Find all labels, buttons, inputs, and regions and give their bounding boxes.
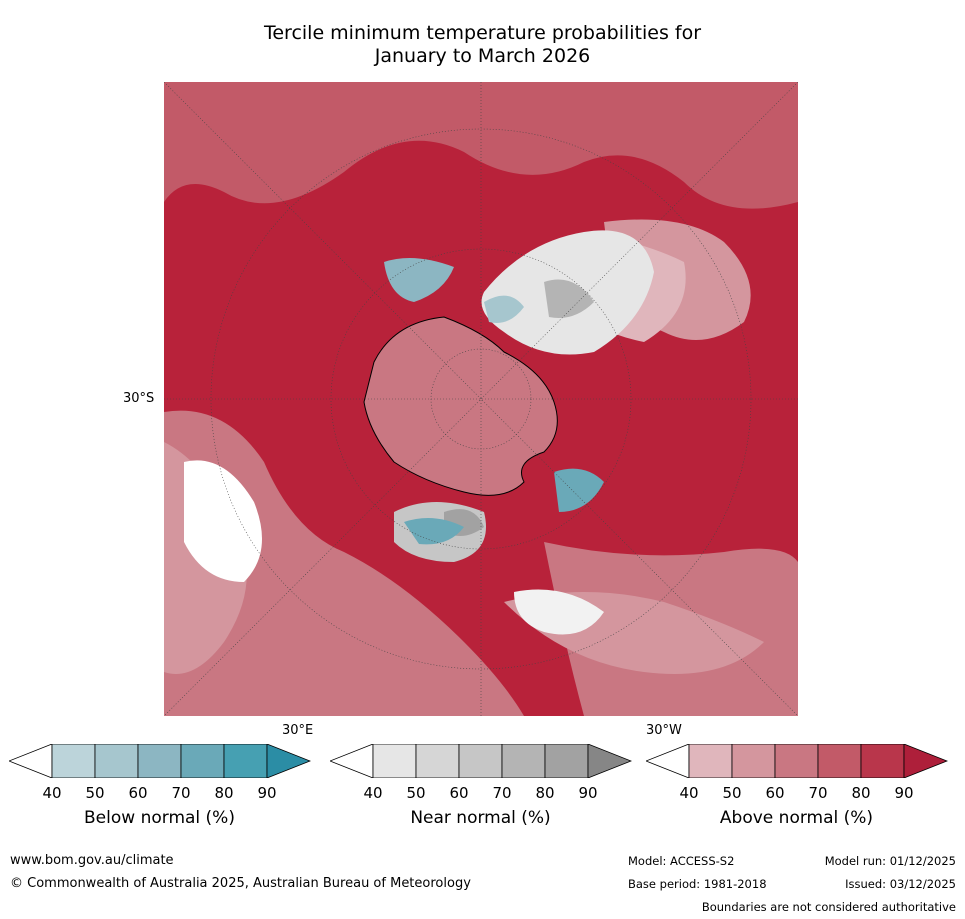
near-colorbar-tick: 70 [492,784,512,802]
above-colorbar-label: Above normal (%) [719,808,874,828]
below-colorbar-segment [51,744,96,778]
below-colorbar-tick: 70 [171,784,191,802]
below-colorbar-segment [180,744,225,778]
near-colorbar-tick: 40 [363,784,383,802]
probability-map [164,82,798,716]
below-colorbar-tick: 60 [128,784,148,802]
footer-model: Model: ACCESS-S2 [628,854,735,868]
above-colorbar-tick: 40 [679,784,699,802]
above-colorbar-segment [688,744,733,778]
map-title: Tercile minimum temperature probabilitie… [160,22,805,68]
below-colorbar-tick: 40 [42,784,62,802]
near-colorbar-segment [501,744,546,778]
above-colorbar-tick: 60 [765,784,785,802]
near-colorbar-max-arrow [587,744,632,778]
below-colorbar-label: Below normal (%) [84,808,235,828]
above-colorbar-segment [817,744,862,778]
above-colorbar-tick: 90 [894,784,914,802]
near-colorbar-label: Near normal (%) [410,808,551,828]
latitude-label: 30°S [123,391,155,406]
below-colorbar-tick: 50 [85,784,105,802]
footer-disclaimer: Boundaries are not considered authoritat… [701,900,956,914]
near-colorbar-min-arrow [330,744,374,778]
above-colorbar-tick: 80 [851,784,871,802]
footer-base-period: Base period: 1981-2018 [628,877,767,891]
near-colorbar-segment [372,744,417,778]
below-colorbar-segment [223,744,268,778]
title-line-1: Tercile minimum temperature probabilitie… [263,22,702,44]
footer-url[interactable]: www.bom.gov.au/climate [10,853,174,868]
above-colorbar-max-arrow [903,744,948,778]
near-colorbar-segment [415,744,460,778]
below-colorbar-min-arrow [9,744,53,778]
title-line-2: January to March 2026 [374,45,591,67]
below-normal-colorbar [9,744,311,778]
longitude-label-west: 30°W [646,723,682,738]
near-colorbar-tick: 50 [406,784,426,802]
below-colorbar-max-arrow [266,744,311,778]
near-colorbar-segment [458,744,503,778]
below-colorbar-segment [137,744,182,778]
below-colorbar-tick: 90 [257,784,277,802]
above-colorbar-segment [860,744,905,778]
footer-copyright: © Commonwealth of Australia 2025, Austra… [10,876,471,891]
above-colorbar-segment [774,744,819,778]
near-colorbar-tick: 80 [535,784,555,802]
map-graphic [164,82,798,716]
longitude-label-east: 30°E [282,723,314,738]
above-colorbar-tick: 50 [722,784,742,802]
near-normal-colorbar [330,744,632,778]
near-colorbar-tick: 90 [578,784,598,802]
above-normal-colorbar [646,744,948,778]
above-colorbar-tick: 70 [808,784,828,802]
near-colorbar-segment [544,744,589,778]
footer-issued: Issued: 03/12/2025 [845,877,956,891]
near-colorbar-tick: 60 [449,784,469,802]
above-colorbar-segment [731,744,776,778]
footer-model-run: Model run: 01/12/2025 [824,854,956,868]
below-colorbar-segment [94,744,139,778]
above-colorbar-min-arrow [646,744,690,778]
below-colorbar-tick: 80 [214,784,234,802]
